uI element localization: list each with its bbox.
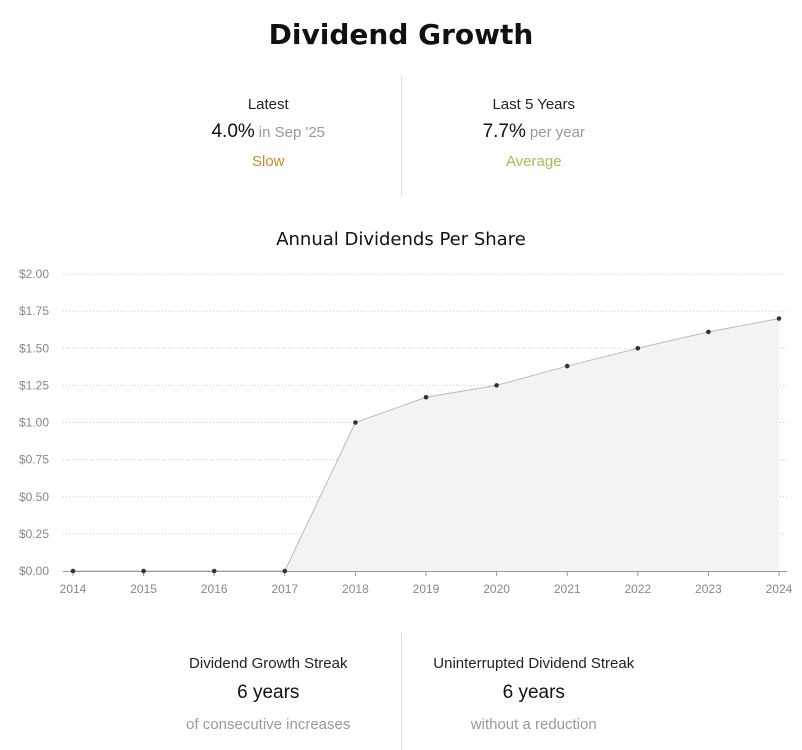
- streaks-divider: [400, 633, 402, 750]
- y-tick-label: $0.25: [19, 527, 49, 541]
- dividend-streak-stats: Dividend Growth Streak 6 years of consec…: [136, 633, 666, 750]
- growth-streak-value: 6 years: [237, 682, 300, 703]
- x-tick-label: 2019: [413, 582, 440, 596]
- latest-rating: Slow: [251, 153, 285, 170]
- uninterrupted-streak-sub: without a reduction: [470, 716, 597, 733]
- growth-streak-label: Dividend Growth Streak: [189, 655, 348, 672]
- uninterrupted-streak-stat: Uninterrupted Dividend Streak 6 years wi…: [402, 633, 667, 750]
- x-tick-label: 2024: [766, 582, 793, 596]
- last5-rating: Average: [505, 153, 562, 170]
- y-tick-label: $0.50: [19, 490, 49, 504]
- x-tick-label: 2015: [130, 582, 157, 596]
- y-tick-label: $1.75: [19, 304, 49, 318]
- x-tick-label: 2018: [342, 582, 369, 596]
- uninterrupted-streak-label: Uninterrupted Dividend Streak: [433, 655, 635, 672]
- uninterrupted-streak-value: 6 years: [502, 682, 565, 703]
- latest-suffix: in Sep '25: [258, 124, 326, 141]
- data-point: [141, 568, 146, 574]
- y-tick-label: $2.00: [19, 267, 49, 281]
- data-point: [70, 568, 76, 574]
- series-area: [73, 318, 779, 571]
- x-tick-label: 2023: [695, 582, 722, 596]
- y-tick-label: $0.00: [19, 564, 49, 578]
- last5-stat: Last 5 Years 7.7% per year Average: [402, 76, 667, 196]
- data-point: [282, 568, 288, 574]
- latest-value-line: 4.0% in Sep '25: [136, 121, 401, 143]
- last5-suffix: per year: [529, 124, 585, 141]
- x-tick-label: 2017: [271, 582, 298, 596]
- data-point: [423, 394, 429, 400]
- latest-value: 4.0%: [211, 121, 255, 142]
- x-tick-label: 2014: [60, 582, 87, 596]
- x-tick-label: 2016: [201, 582, 228, 596]
- dividends-chart: $0.00 $0.25 $0.50 $0.75 $1.00 $1.25 $1.50 $1.75…: [19, 267, 793, 596]
- y-tick-label: $1.00: [19, 416, 49, 430]
- latest-stat: Latest 4.0% in Sep '25 Slow: [136, 76, 401, 196]
- data-point: [494, 383, 499, 388]
- last5-value-line: 7.7% per year: [402, 121, 667, 143]
- data-point: [353, 420, 358, 425]
- data-point: [564, 363, 570, 369]
- dividend-growth-stats: Latest 4.0% in Sep '25 Slow Last 5 Years …: [136, 76, 666, 196]
- chart-title: Annual Dividends Per Share: [276, 229, 526, 250]
- y-tick-label: $0.75: [19, 453, 49, 467]
- latest-label: Latest: [247, 96, 289, 113]
- data-point: [706, 329, 711, 335]
- data-point: [635, 345, 641, 351]
- y-tick-label: $1.25: [19, 378, 49, 392]
- page-title: Dividend Growth: [268, 18, 534, 51]
- x-tick-label: 2020: [483, 582, 510, 596]
- x-tick-label: 2022: [624, 582, 651, 596]
- y-tick-label: $1.50: [19, 341, 49, 355]
- x-tick-label: 2021: [554, 582, 581, 596]
- data-point: [211, 568, 217, 574]
- data-point: [776, 316, 782, 321]
- last5-label: Last 5 Years: [492, 96, 576, 113]
- growth-streak-sub: of consecutive increases: [186, 716, 351, 733]
- growth-streak-stat: Dividend Growth Streak 6 years of consec…: [136, 633, 401, 750]
- last5-value: 7.7%: [482, 121, 526, 142]
- stats-divider: [400, 76, 402, 196]
